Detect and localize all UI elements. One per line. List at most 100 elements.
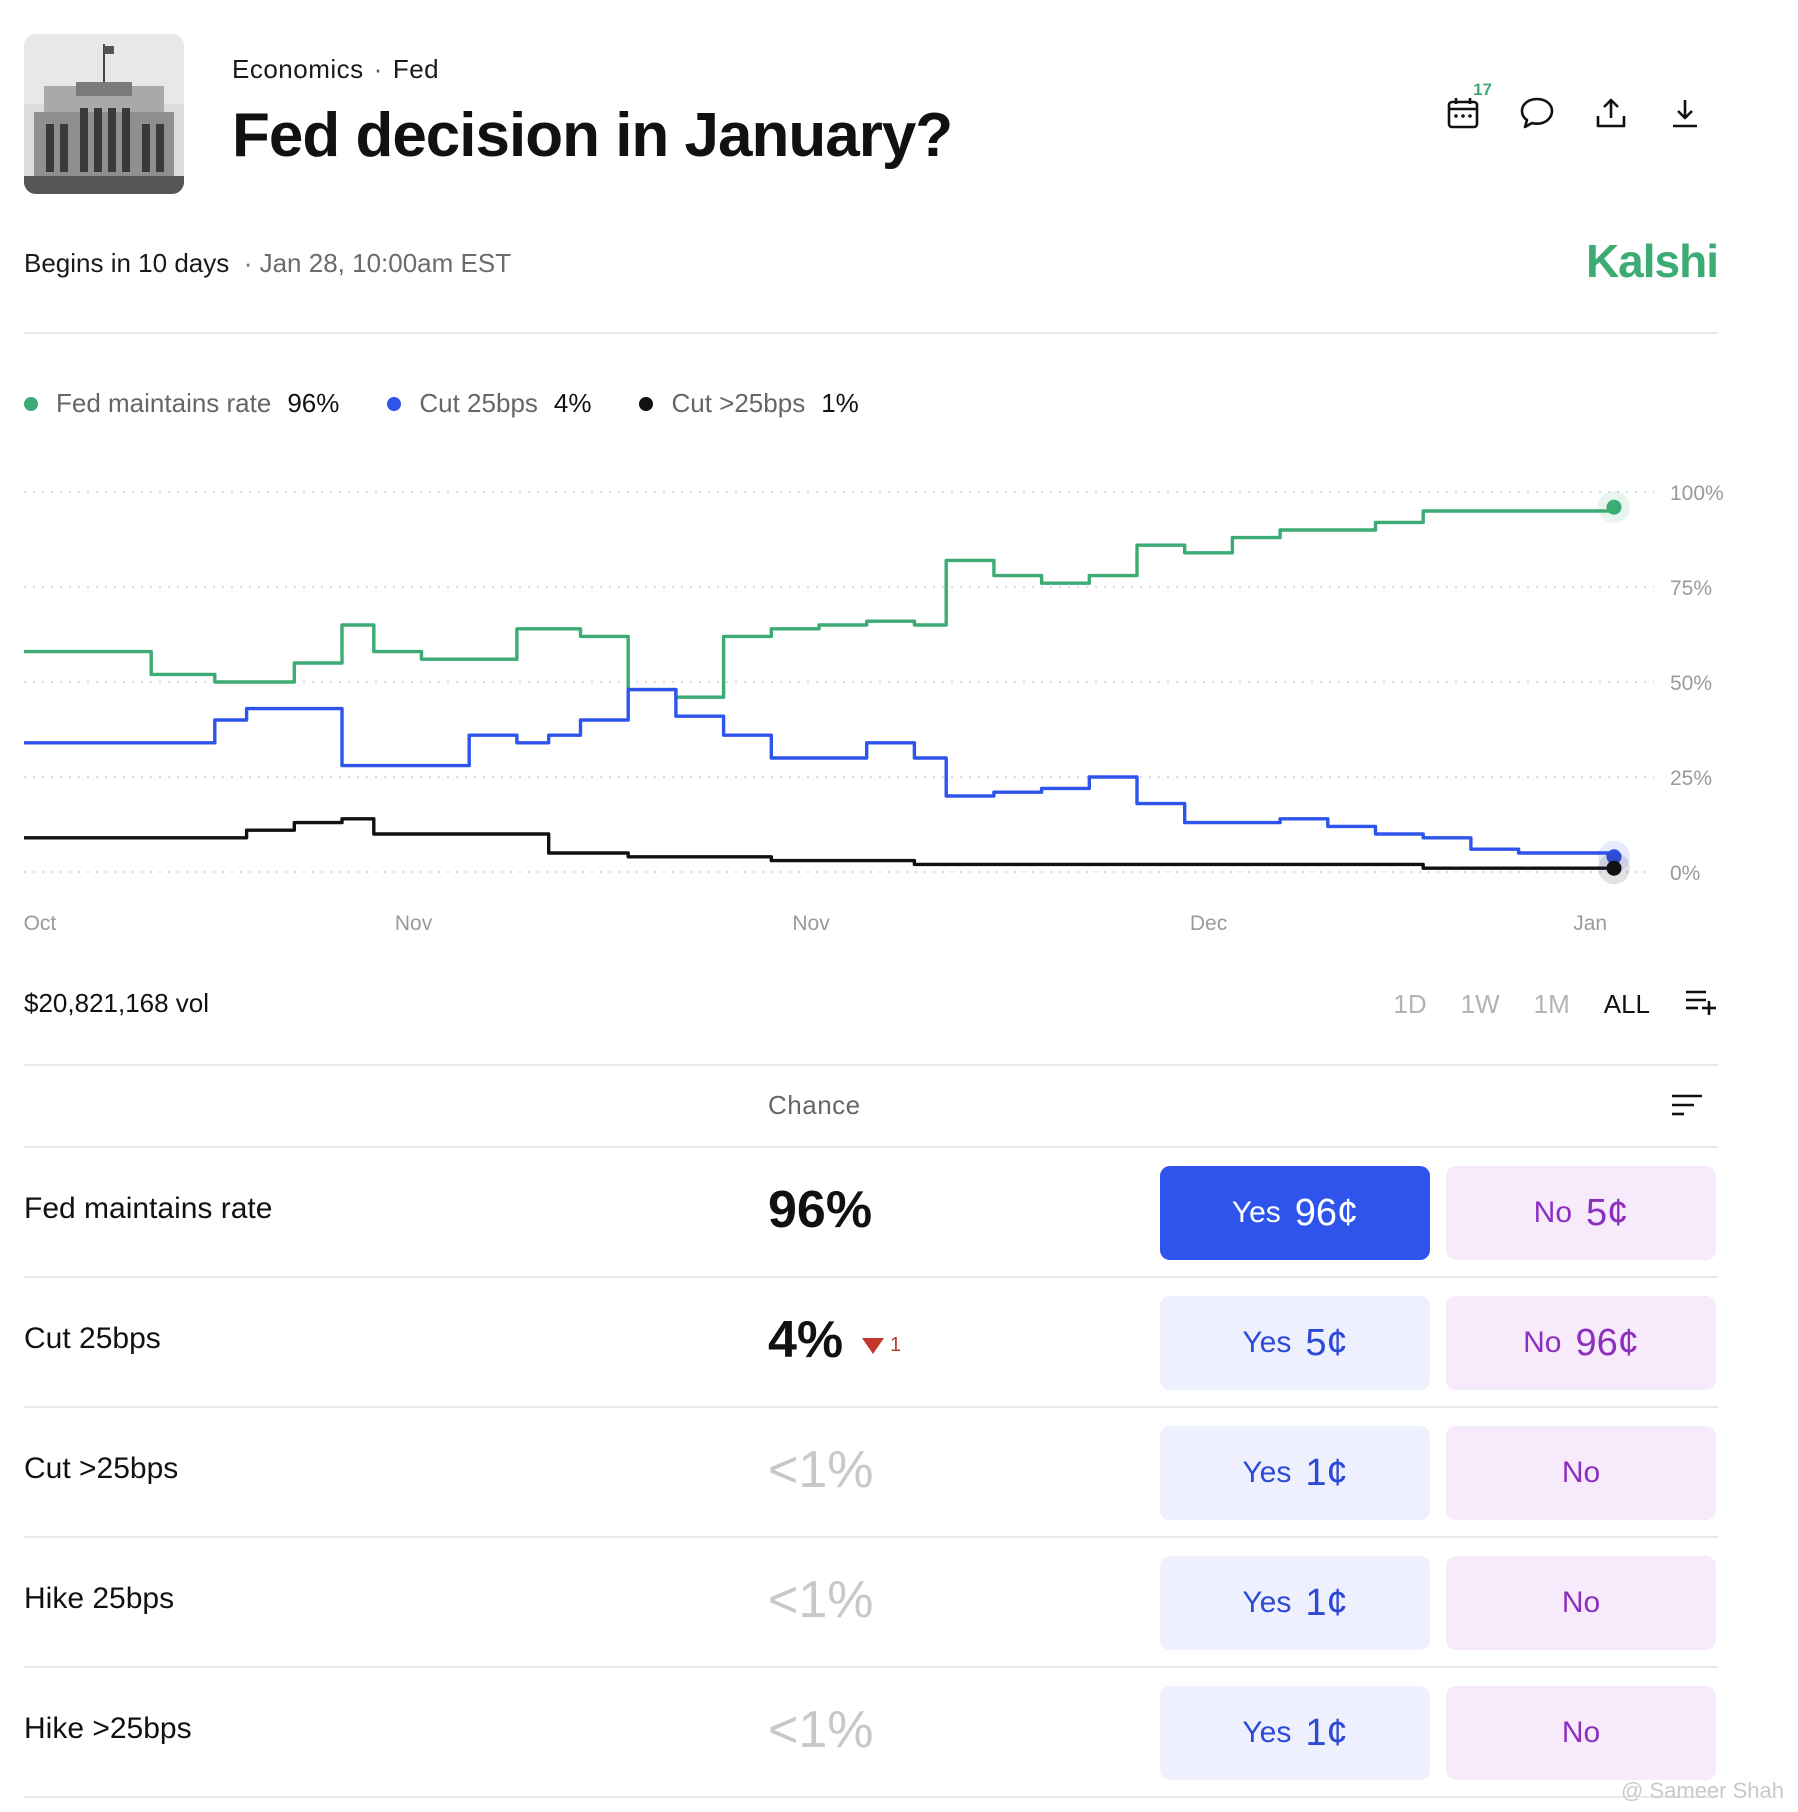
y-tick-label: 75% bbox=[1670, 577, 1712, 600]
range-1d[interactable]: 1D bbox=[1393, 989, 1427, 1019]
legend-dot bbox=[387, 396, 402, 411]
comments-button[interactable] bbox=[1514, 90, 1560, 136]
legend-dot bbox=[639, 396, 654, 411]
download-icon bbox=[1673, 100, 1697, 128]
buy-no-button[interactable]: No 5¢ bbox=[1446, 1166, 1716, 1260]
divider bbox=[24, 1276, 1718, 1278]
market-chance: <1% bbox=[768, 1701, 874, 1759]
yes-label: Yes bbox=[1242, 1456, 1292, 1489]
legend-item-maintain[interactable]: Fed maintains rate 96% bbox=[24, 388, 339, 419]
divider bbox=[24, 1666, 1718, 1668]
range-all[interactable]: ALL bbox=[1603, 989, 1650, 1019]
no-price: 96¢ bbox=[1575, 1321, 1639, 1364]
y-tick-label: 0% bbox=[1670, 862, 1700, 885]
market-row[interactable]: Cut >25bps <1% Yes 1¢ No bbox=[24, 1408, 1718, 1538]
market-chance: <1% bbox=[768, 1571, 874, 1629]
no-label: No bbox=[1561, 1586, 1601, 1619]
divider bbox=[24, 332, 1718, 334]
no-label: No bbox=[1533, 1196, 1573, 1229]
buy-no-button[interactable]: No bbox=[1446, 1426, 1716, 1520]
x-tick-label: Dec bbox=[1190, 912, 1227, 935]
market-label: Hike >25bps bbox=[24, 1712, 192, 1745]
yes-price: 96¢ bbox=[1294, 1191, 1359, 1234]
y-tick-label: 100% bbox=[1670, 482, 1724, 505]
range-1m[interactable]: 1M bbox=[1533, 989, 1570, 1019]
series-line-0 bbox=[24, 507, 1616, 699]
buy-yes-button[interactable]: Yes 1¢ bbox=[1160, 1556, 1430, 1650]
buy-no-button[interactable]: No bbox=[1446, 1556, 1716, 1650]
series-line-1 bbox=[24, 687, 1616, 857]
price-history-chart[interactable]: 100% 75% 50% 25% 0% Oct Nov Nov Dec Jan bbox=[0, 470, 1798, 940]
sort-button[interactable] bbox=[1670, 1092, 1704, 1125]
event-date: Jan 28, 10:00am EST bbox=[259, 248, 512, 278]
market-row[interactable]: Hike >25bps <1% Yes 1¢ No bbox=[24, 1668, 1718, 1798]
chance-change: 1 bbox=[862, 1334, 901, 1357]
legend-value: 1% bbox=[821, 388, 859, 418]
legend-label: Cut >25bps bbox=[671, 388, 806, 418]
comment-icon bbox=[1520, 97, 1554, 129]
market-chance: 96% bbox=[768, 1181, 873, 1239]
yes-label: Yes bbox=[1242, 1326, 1292, 1359]
download-button[interactable] bbox=[1662, 90, 1708, 136]
no-label: No bbox=[1561, 1716, 1601, 1749]
market-label: Hike 25bps bbox=[24, 1582, 175, 1615]
yes-price: 1¢ bbox=[1305, 1451, 1348, 1494]
event-thumbnail bbox=[24, 34, 184, 194]
breadcrumb: Economics · Fed bbox=[232, 54, 440, 84]
series-endpoint bbox=[1606, 849, 1622, 865]
buy-no-button[interactable]: No 96¢ bbox=[1446, 1296, 1716, 1390]
x-axis-ticks: Oct Nov Nov Dec Jan bbox=[24, 912, 1608, 935]
chart-settings-button[interactable] bbox=[1684, 986, 1718, 1023]
series-lines bbox=[24, 507, 1616, 870]
legend-value: 96% bbox=[287, 388, 340, 418]
market-label: Cut >25bps bbox=[24, 1452, 179, 1485]
series-endpoint bbox=[1606, 499, 1622, 515]
market-chance: 4% bbox=[768, 1311, 844, 1369]
market-label: Cut 25bps bbox=[24, 1322, 161, 1355]
divider bbox=[24, 1536, 1718, 1538]
breadcrumb-fed[interactable]: Fed bbox=[392, 54, 440, 84]
breadcrumb-economics[interactable]: Economics bbox=[232, 54, 364, 84]
yes-label: Yes bbox=[1231, 1196, 1281, 1229]
market-row[interactable]: Cut 25bps 4% 1 Yes 5¢ No 96¢ bbox=[24, 1278, 1718, 1408]
begins-text: Begins in 10 days bbox=[24, 248, 230, 278]
legend-item-cut25[interactable]: Cut 25bps 4% bbox=[387, 388, 591, 419]
market-row[interactable]: Fed maintains rate 96% Yes 96¢ No 5¢ bbox=[24, 1148, 1718, 1278]
header-actions: 17 bbox=[1440, 80, 1708, 136]
no-price: 5¢ bbox=[1586, 1191, 1629, 1234]
federal-reserve-building-image bbox=[24, 34, 184, 194]
divider bbox=[24, 1796, 1718, 1798]
kalshi-logo[interactable]: Kalshi bbox=[1585, 235, 1719, 287]
share-button[interactable] bbox=[1588, 90, 1634, 136]
page-title: Fed decision in January? bbox=[232, 101, 953, 170]
market-chance: <1% bbox=[768, 1441, 874, 1499]
buy-yes-button[interactable]: Yes 1¢ bbox=[1160, 1686, 1430, 1780]
buy-yes-button[interactable]: Yes 5¢ bbox=[1160, 1296, 1430, 1390]
down-arrow-icon bbox=[862, 1337, 884, 1354]
calendar-icon bbox=[1447, 98, 1479, 129]
buy-yes-button[interactable]: Yes 1¢ bbox=[1160, 1426, 1430, 1520]
range-1w[interactable]: 1W bbox=[1460, 989, 1500, 1019]
legend-dot bbox=[24, 396, 38, 411]
y-tick-label: 50% bbox=[1670, 672, 1712, 695]
list-add-icon bbox=[1686, 990, 1716, 1015]
buy-no-button[interactable]: No bbox=[1446, 1686, 1716, 1780]
x-tick-label: Jan bbox=[1573, 912, 1607, 935]
event-timing: Begins in 10 days · Jan 28, 10:00am EST bbox=[24, 248, 512, 278]
series-endpoint bbox=[1606, 860, 1622, 876]
calendar-button[interactable]: 17 bbox=[1440, 80, 1492, 136]
calendar-badge: 17 bbox=[1473, 80, 1492, 99]
column-header-chance: Chance bbox=[768, 1090, 861, 1120]
y-axis-ticks: 100% 75% 50% 25% 0% bbox=[1670, 482, 1724, 885]
x-tick-label: Nov bbox=[395, 912, 433, 935]
y-tick-label: 25% bbox=[1670, 767, 1712, 790]
sort-icon bbox=[1672, 1094, 1702, 1116]
legend-value: 4% bbox=[553, 388, 592, 418]
x-tick-label: Oct bbox=[24, 912, 57, 935]
time-range-selector: 1D 1W 1M ALL bbox=[1393, 986, 1718, 1023]
market-row[interactable]: Hike 25bps <1% Yes 1¢ No bbox=[24, 1538, 1718, 1668]
watermark: @ Sameer Shah bbox=[1621, 1778, 1784, 1803]
buy-yes-button[interactable]: Yes 96¢ bbox=[1160, 1166, 1430, 1260]
yes-price: 1¢ bbox=[1305, 1581, 1348, 1624]
legend-item-cut-over25[interactable]: Cut >25bps 1% bbox=[639, 388, 859, 419]
